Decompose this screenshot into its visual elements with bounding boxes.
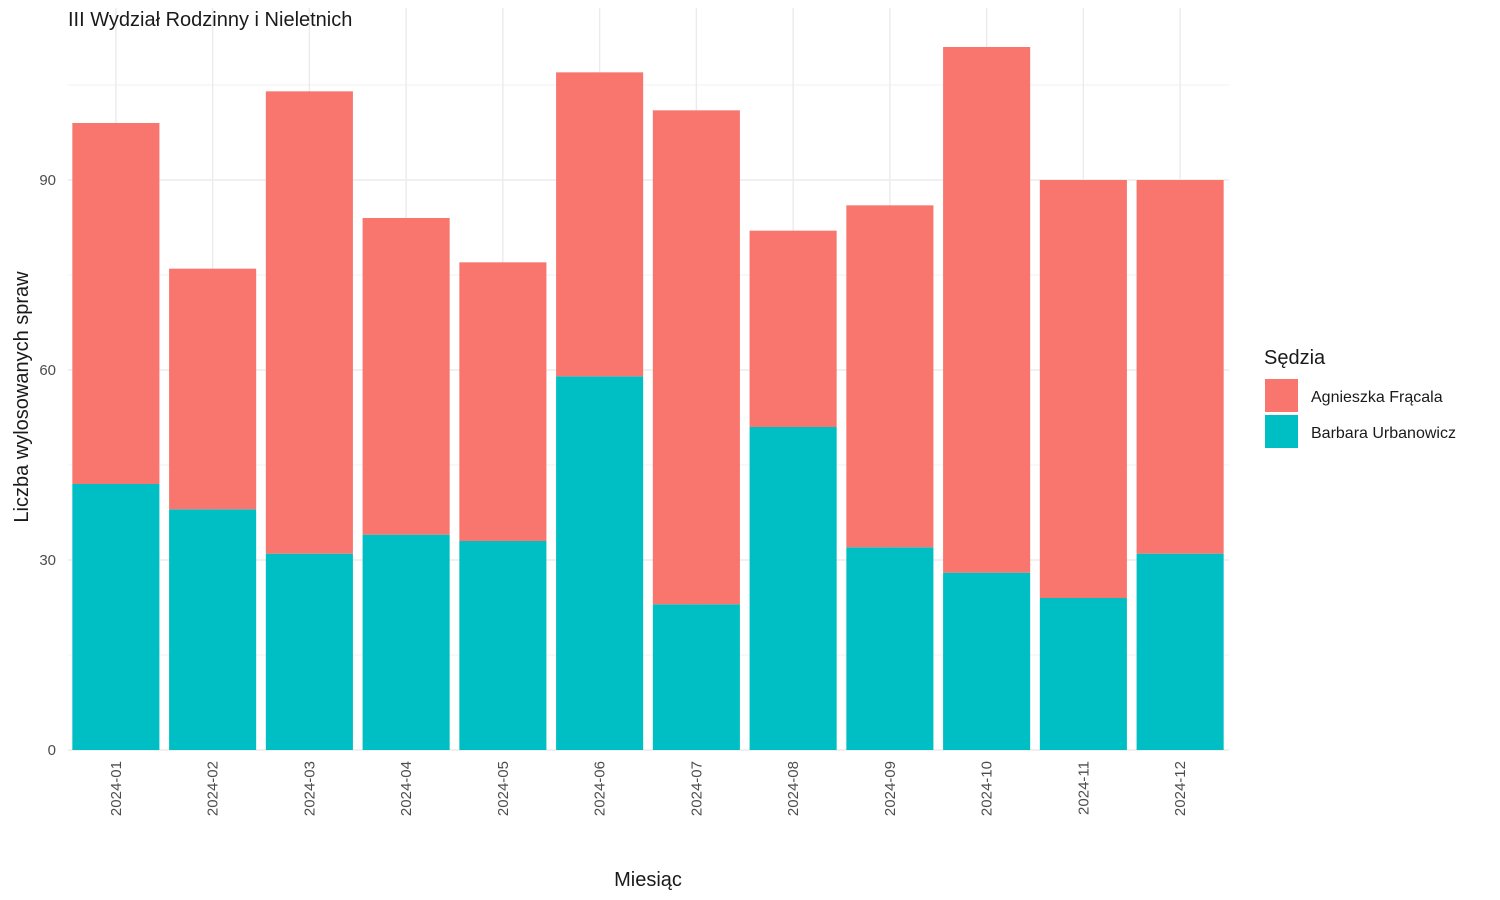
x-tick-label: 2024-05 — [495, 761, 512, 816]
y-tick-label: 90 — [39, 172, 56, 189]
legend-label: Barbara Urbanowicz — [1311, 425, 1456, 442]
bar-segment — [459, 262, 547, 541]
y-axis-title: Liczba wylosowanych spraw — [11, 271, 33, 523]
bar-segment — [556, 376, 644, 750]
y-tick-label: 0 — [48, 742, 56, 759]
bar-segment — [72, 123, 160, 484]
legend-swatch — [1265, 379, 1298, 412]
bar-segment — [846, 547, 934, 750]
x-tick-label: 2024-06 — [592, 761, 609, 816]
x-tick-label: 2024-07 — [688, 761, 705, 816]
bar-segment — [943, 572, 1031, 750]
bar-segment — [362, 534, 450, 750]
x-tick-label: 2024-10 — [979, 761, 996, 816]
x-tick-label: 2024-08 — [785, 761, 802, 816]
bar-segment — [362, 218, 450, 535]
x-tick-label: 2024-02 — [205, 761, 222, 816]
bar-segment — [265, 553, 353, 750]
x-axis-title: Miesiąc — [614, 869, 682, 891]
bar-segment — [749, 427, 837, 750]
bar-segment — [556, 72, 644, 377]
legend: Sędzia Agnieszka Frącala Barbara Urbanowi… — [1264, 347, 1456, 448]
bar-segment — [652, 110, 740, 605]
bar-segment — [652, 604, 740, 750]
legend-title: Sędzia — [1264, 347, 1326, 369]
y-tick-label: 60 — [39, 362, 56, 379]
bar-segment — [1136, 553, 1224, 750]
bar-segment — [1136, 180, 1224, 554]
bar-segment — [749, 230, 837, 427]
bar-segment — [169, 268, 257, 510]
x-tick-label: 2024-01 — [108, 761, 125, 816]
chart-title: III Wydział Rodzinny i Nieletnich — [68, 9, 352, 31]
x-tick-label: 2024-04 — [398, 761, 415, 816]
y-tick-label: 30 — [39, 552, 56, 569]
bar-segment — [72, 484, 160, 750]
bar-segment — [1039, 598, 1127, 750]
x-tick-label: 2024-11 — [1075, 761, 1092, 815]
legend-label: Agnieszka Frącala — [1311, 389, 1443, 406]
bar-segment — [943, 47, 1031, 573]
bars — [72, 47, 1224, 750]
bar-segment — [169, 509, 257, 750]
x-tick-label: 2024-12 — [1172, 761, 1189, 816]
bar-segment — [1039, 180, 1127, 598]
legend-swatch — [1265, 415, 1298, 448]
bar-segment — [459, 541, 547, 750]
bar-segment — [846, 205, 934, 548]
x-tick-label: 2024-09 — [882, 761, 899, 816]
x-tick-label: 2024-03 — [301, 761, 318, 816]
x-axis-ticks: 2024-01 2024-02 2024-03 2024-04 2024-05 2024-… — [108, 761, 1189, 816]
bar-segment — [265, 91, 353, 554]
y-axis-ticks: 0 30 60 90 — [39, 172, 56, 759]
